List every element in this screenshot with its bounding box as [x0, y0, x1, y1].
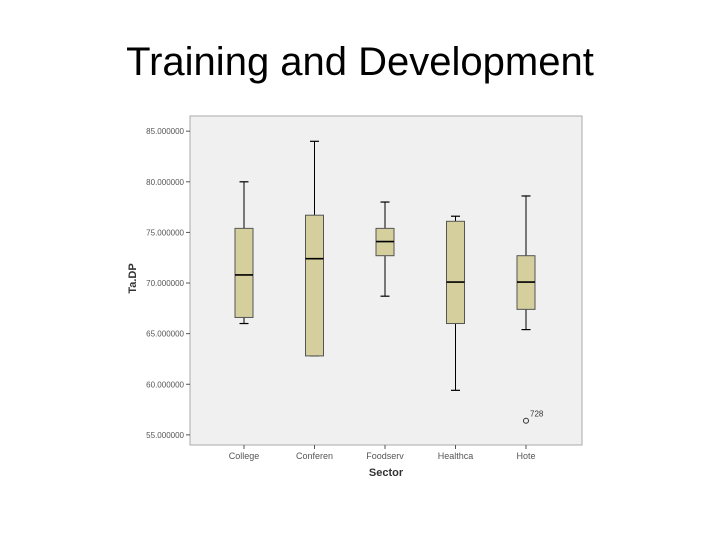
x-tick-label: Hote — [516, 451, 535, 461]
x-tick-label: College — [229, 451, 260, 461]
boxes-group — [234, 140, 536, 391]
y-axis: 55.000000 60.000000 65.000000 70.000000 75.0… — [146, 127, 190, 440]
box-conferen — [305, 140, 324, 357]
x-tick-label: Foodserv — [366, 451, 404, 461]
y-tick-label: 55.000000 — [146, 431, 184, 440]
slide-title: Training and Development — [126, 40, 594, 84]
y-tick-label: 80.000000 — [146, 178, 184, 187]
outliers-group: 728 — [523, 410, 544, 424]
x-axis-title: Sector — [369, 467, 404, 479]
box-hote — [516, 195, 536, 331]
iqr-box — [234, 227, 254, 318]
box-healthca — [446, 215, 465, 391]
outlier-label: 728 — [530, 410, 544, 419]
iqr-box — [305, 214, 324, 357]
y-tick-label: 70.000000 — [146, 279, 184, 288]
y-tick-label: 65.000000 — [146, 330, 184, 339]
box-foodserv — [375, 201, 395, 297]
box-college — [234, 181, 254, 325]
x-tick-label: Healthca — [438, 451, 474, 461]
y-tick-label: 85.000000 — [146, 127, 184, 136]
outlier-point — [523, 417, 529, 424]
y-tick-label: 60.000000 — [146, 380, 184, 389]
x-tick-label: Conferen — [296, 451, 333, 461]
y-axis-title: Ta.DP — [127, 263, 139, 293]
iqr-box — [446, 220, 465, 325]
y-tick-label: 75.000000 — [146, 228, 184, 237]
x-axis: College Conferen Foodserv Healthca Hote — [229, 445, 536, 461]
